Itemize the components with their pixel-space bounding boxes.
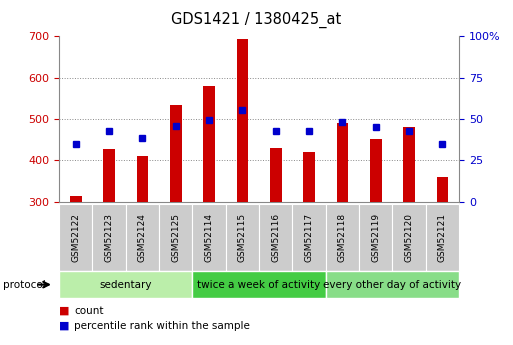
Text: GSM52115: GSM52115: [238, 213, 247, 262]
Bar: [270, 148, 282, 202]
Bar: [203, 86, 215, 202]
Bar: [403, 127, 415, 202]
Text: GSM52117: GSM52117: [305, 213, 313, 262]
Text: ■: ■: [59, 321, 69, 331]
Bar: [337, 123, 348, 202]
Bar: [70, 196, 82, 202]
Text: GSM52123: GSM52123: [105, 213, 113, 262]
Bar: [236, 39, 248, 202]
Text: GSM52124: GSM52124: [138, 213, 147, 262]
Text: sedentary: sedentary: [100, 280, 152, 289]
Text: ■: ■: [59, 306, 69, 315]
Bar: [303, 152, 315, 202]
Text: GSM52122: GSM52122: [71, 213, 80, 262]
Text: GSM52120: GSM52120: [405, 213, 413, 262]
Text: GSM52118: GSM52118: [338, 213, 347, 262]
Bar: [136, 156, 148, 202]
Bar: [437, 177, 448, 202]
Text: GSM52121: GSM52121: [438, 213, 447, 262]
Text: GSM52125: GSM52125: [171, 213, 180, 262]
Text: twice a week of activity: twice a week of activity: [198, 280, 321, 289]
Text: count: count: [74, 306, 104, 315]
Bar: [170, 105, 182, 202]
Bar: [370, 139, 382, 202]
Text: protocol: protocol: [3, 280, 45, 289]
Text: GSM52116: GSM52116: [271, 213, 280, 262]
Text: GDS1421 / 1380425_at: GDS1421 / 1380425_at: [171, 12, 342, 28]
Bar: [103, 149, 115, 202]
Text: GSM52114: GSM52114: [205, 213, 213, 262]
Text: every other day of activity: every other day of activity: [323, 280, 462, 289]
Text: GSM52119: GSM52119: [371, 213, 380, 262]
Text: percentile rank within the sample: percentile rank within the sample: [74, 321, 250, 331]
